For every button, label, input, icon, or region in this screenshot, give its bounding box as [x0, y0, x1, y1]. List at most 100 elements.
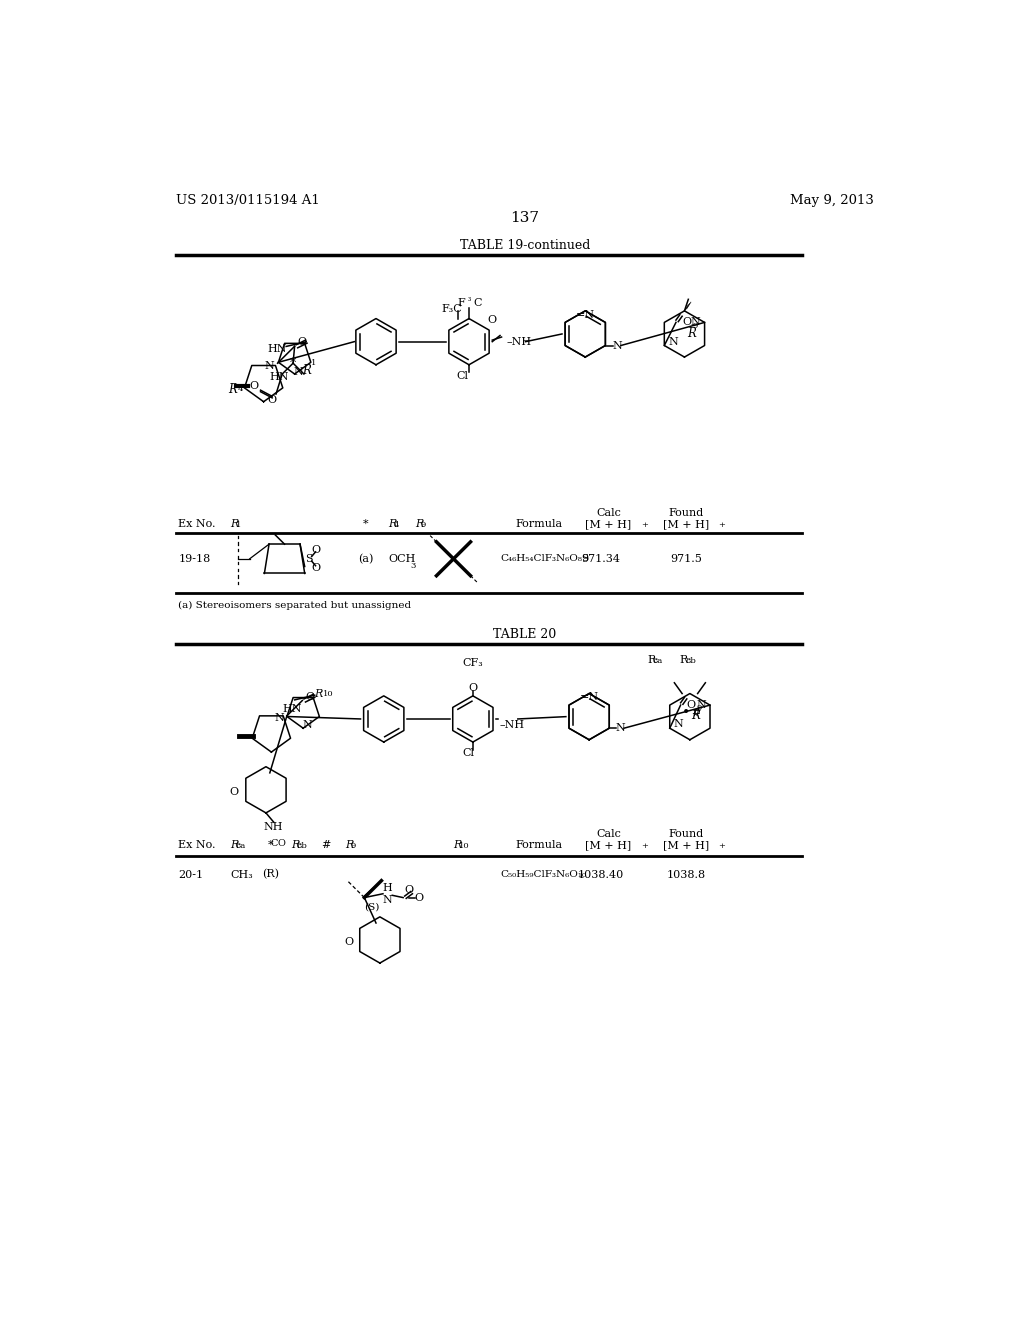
Text: R: R [313, 689, 323, 698]
Text: –NH: –NH [500, 721, 525, 730]
Text: 8b: 8b [685, 657, 696, 665]
Text: R: R [415, 519, 423, 529]
Text: N: N [696, 700, 707, 710]
Text: 8a: 8a [236, 842, 246, 850]
Text: 10: 10 [459, 842, 470, 850]
Text: R: R [687, 327, 696, 341]
Text: 9: 9 [420, 521, 426, 529]
Text: R: R [291, 841, 299, 850]
Text: C₄₆H₅₄ClF₃N₆O₈S: C₄₆H₅₄ClF₃N₆O₈S [500, 554, 589, 564]
Text: F: F [458, 298, 465, 308]
Text: R: R [228, 383, 238, 396]
Text: O: O [298, 338, 307, 347]
Text: 20-1: 20-1 [178, 870, 204, 879]
Text: –NH: –NH [506, 337, 531, 347]
Text: Cl: Cl [462, 748, 474, 758]
Text: +: + [719, 521, 725, 529]
Text: N: N [274, 713, 284, 723]
Text: N: N [691, 317, 700, 327]
Text: 10: 10 [324, 690, 334, 698]
Text: [M + H]: [M + H] [663, 519, 710, 529]
Text: Formula: Formula [515, 841, 562, 850]
Text: N: N [615, 723, 625, 733]
Text: H: H [383, 883, 392, 894]
Text: N: N [383, 895, 392, 906]
Text: (R): (R) [262, 870, 280, 879]
Text: Cl: Cl [457, 371, 469, 381]
Text: *: * [268, 841, 273, 850]
Text: #: # [691, 708, 700, 718]
Text: +: + [719, 842, 725, 850]
Text: 971.34: 971.34 [582, 554, 621, 564]
Text: O: O [311, 545, 321, 554]
Text: O: O [344, 937, 353, 948]
Text: C: C [473, 298, 481, 308]
Text: 9: 9 [696, 704, 701, 711]
Text: 19-18: 19-18 [178, 554, 211, 564]
Text: TABLE 19-continued: TABLE 19-continued [460, 239, 590, 252]
Text: R: R [302, 364, 311, 378]
Text: *: * [364, 519, 369, 529]
Text: R: R [454, 841, 462, 850]
Text: TABLE 20: TABLE 20 [494, 628, 556, 640]
Text: O: O [267, 395, 276, 405]
Text: CH₃: CH₃ [230, 870, 253, 879]
Text: Found: Found [669, 829, 703, 840]
Text: N: N [294, 367, 303, 378]
Text: R: R [691, 709, 700, 722]
Text: 1: 1 [311, 359, 316, 367]
Text: O: O [414, 892, 423, 903]
Text: HN: HN [269, 372, 289, 381]
Text: NH: NH [264, 822, 284, 832]
Text: R: R [680, 656, 688, 665]
Text: N: N [669, 337, 678, 347]
Text: 1038.40: 1038.40 [578, 870, 624, 879]
Text: 4: 4 [394, 521, 399, 529]
Text: O: O [468, 684, 477, 693]
Text: CF₃: CF₃ [463, 657, 483, 668]
Text: HN: HN [268, 345, 288, 354]
Text: [M + H]: [M + H] [663, 841, 710, 850]
Text: 971.5: 971.5 [670, 554, 701, 564]
Text: US 2013/0115194 A1: US 2013/0115194 A1 [176, 194, 319, 207]
Text: #: # [321, 841, 331, 850]
Text: R: R [388, 519, 396, 529]
Text: Ex No.: Ex No. [178, 519, 216, 529]
Text: O: O [250, 381, 259, 391]
Text: Calc: Calc [596, 829, 621, 840]
Text: •: • [682, 706, 690, 719]
Text: O: O [687, 700, 696, 710]
Text: N: N [302, 721, 312, 730]
Text: Calc: Calc [596, 508, 621, 519]
Text: O: O [404, 884, 414, 895]
Text: O: O [311, 564, 321, 573]
Text: R: R [345, 841, 353, 850]
Text: 9: 9 [692, 322, 697, 330]
Text: OCH: OCH [388, 554, 416, 564]
Text: =N: =N [580, 693, 599, 702]
Text: 4: 4 [238, 385, 244, 393]
Text: 137: 137 [510, 211, 540, 226]
Text: (a) Stereoisomers separated but unassigned: (a) Stereoisomers separated but unassign… [178, 601, 412, 610]
Text: C: C [270, 840, 278, 849]
Text: =N: =N [575, 310, 595, 319]
Text: (a): (a) [358, 553, 374, 564]
Text: R: R [647, 656, 655, 665]
Text: 9: 9 [350, 842, 355, 850]
Text: [M + H]: [M + H] [586, 519, 632, 529]
Text: 3: 3 [410, 562, 416, 570]
Text: N: N [612, 341, 622, 351]
Text: O: O [682, 317, 691, 327]
Text: +: + [641, 521, 648, 529]
Text: 1038.8: 1038.8 [667, 870, 706, 879]
Text: Formula: Formula [515, 519, 562, 529]
Text: C₅₀H₅₉ClF₃N₆O₁₀: C₅₀H₅₉ClF₃N₆O₁₀ [500, 870, 586, 879]
Text: 8a: 8a [652, 657, 663, 665]
Text: ₃: ₃ [467, 296, 471, 304]
Text: O: O [278, 840, 286, 849]
Text: N: N [674, 719, 683, 730]
Text: R: R [230, 841, 239, 850]
Text: R: R [230, 519, 239, 529]
Text: +: + [641, 842, 648, 850]
Text: Ex No.: Ex No. [178, 841, 216, 850]
